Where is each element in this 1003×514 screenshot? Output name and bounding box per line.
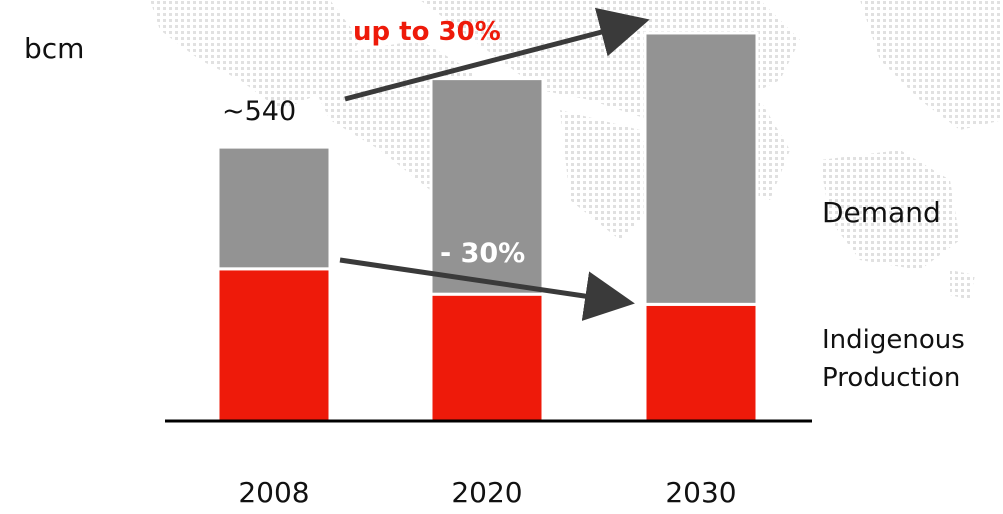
legend-indigenous-production-line-2: Production — [822, 363, 960, 393]
x-tick-labels: 2008 2020 2030 — [238, 476, 736, 509]
bar-production-2020 — [429, 292, 545, 423]
x-tick-label-2008: 2008 — [238, 476, 309, 509]
bar-demand-2008 — [216, 145, 332, 271]
annotation-total-2008: ~540 — [222, 96, 296, 127]
demand-growth-arrow — [344, 7, 650, 102]
legend-demand: Demand — [822, 196, 941, 229]
annotation-production-change: - 30% — [440, 238, 525, 269]
x-tick-label-2030: 2030 — [665, 476, 736, 509]
annotation-demand-growth: up to 30% — [353, 17, 501, 47]
bar-production-2008 — [216, 267, 332, 423]
bar-demand-2030 — [643, 31, 759, 306]
bars-layer — [216, 31, 759, 423]
bar-demand-2020 — [429, 77, 545, 296]
x-tick-label-2020: 2020 — [451, 476, 522, 509]
bar-production-2030 — [643, 302, 759, 423]
production-decline-arrow — [339, 257, 635, 321]
legend: Demand Indigenous Production — [822, 196, 965, 393]
legend-indigenous-production-line-1: Indigenous — [822, 325, 965, 355]
y-axis-label: bcm — [24, 32, 84, 65]
